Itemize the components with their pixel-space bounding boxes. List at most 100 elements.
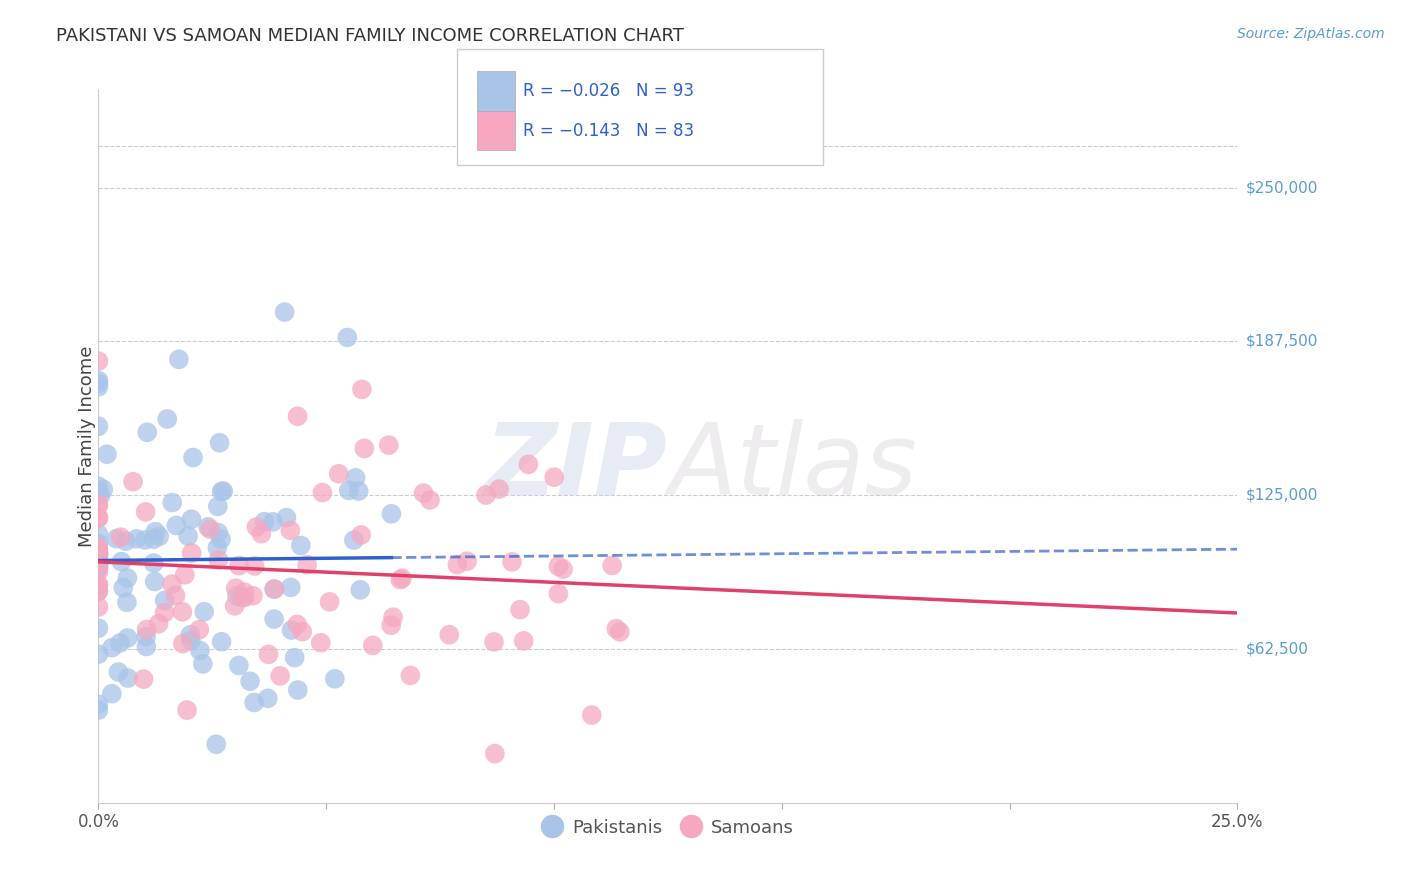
Text: $125,000: $125,000 [1246,488,1317,503]
Point [135,623,157,637]
Point [343,533,366,548]
Point [87,559,110,574]
Point [456,554,478,568]
Point [172,605,194,619]
Point [87,479,110,493]
Point [134,533,156,547]
Point [173,567,195,582]
Point [181,450,204,465]
Point [87,647,110,661]
Point [87,703,110,717]
Point [156,412,179,426]
Point [209,532,232,546]
Point [148,616,170,631]
Point [87,558,110,572]
Point [87,698,110,712]
Point [439,628,461,642]
Point [110,530,132,544]
Point [153,606,176,620]
Point [284,650,307,665]
Point [581,708,603,723]
Point [87,483,110,498]
Point [226,589,249,603]
Point [87,536,110,550]
Point [547,559,569,574]
Point [87,578,110,592]
Text: $62,500: $62,500 [1246,641,1309,657]
Point [87,599,110,614]
Point [207,553,229,567]
Text: Atlas: Atlas [668,419,917,516]
Point [350,528,373,542]
Point [446,558,468,572]
Point [380,618,402,632]
Point [145,524,167,539]
Point [243,696,266,710]
Point [245,520,267,534]
Point [115,534,138,549]
Point [135,630,157,644]
Point [488,482,510,496]
Point [197,520,219,534]
Point [224,599,246,613]
Point [389,573,412,587]
Point [87,548,110,562]
Point [179,628,201,642]
Point [484,747,506,761]
Point [165,589,187,603]
Point [211,484,233,499]
Point [87,584,110,599]
Point [382,610,405,624]
Point [233,585,256,599]
Point [399,668,422,682]
Point [110,555,132,569]
Point [309,636,332,650]
Point [153,593,176,607]
Legend: Pakistanis, Samoans: Pakistanis, Samoans [534,810,801,844]
Point [207,500,229,514]
Point [87,548,110,562]
Point [87,543,110,558]
Text: ZIP: ZIP [485,419,668,516]
Point [295,558,318,572]
Point [135,505,157,519]
Point [87,380,110,394]
Point [353,442,375,456]
Point [117,631,139,645]
Point [198,522,221,536]
Point [361,638,384,652]
Point [87,511,110,525]
Point [87,376,110,391]
Point [207,525,229,540]
Point [148,529,170,543]
Point [243,558,266,573]
Point [91,483,114,497]
Point [96,447,118,461]
Point [605,622,627,636]
Point [87,354,110,368]
Text: $187,500: $187,500 [1246,334,1317,349]
Point [609,624,631,639]
Point [475,488,498,502]
Point [191,657,214,671]
Point [117,671,139,685]
Point [311,485,333,500]
Point [242,589,264,603]
Point [117,571,139,585]
Point [87,545,110,559]
Point [337,483,360,498]
Point [391,571,413,585]
Point [256,691,278,706]
Point [323,672,346,686]
Point [207,541,229,555]
Point [512,633,534,648]
Point [412,486,434,500]
Text: R = −0.026   N = 93: R = −0.026 N = 93 [523,82,695,100]
Point [193,605,215,619]
Point [180,633,202,648]
Point [208,435,231,450]
Point [87,541,110,555]
Point [349,582,371,597]
Point [87,374,110,388]
Point [228,558,250,573]
